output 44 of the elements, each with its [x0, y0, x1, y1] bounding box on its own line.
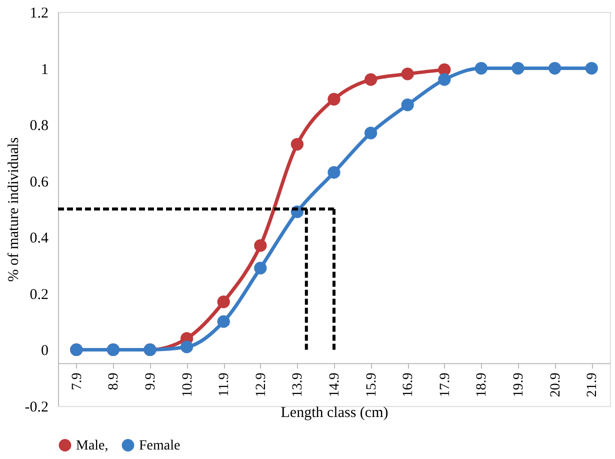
point [438, 73, 451, 86]
point [290, 138, 304, 151]
x-tick-label: 17.9 [438, 372, 453, 398]
x-tick-label: 9.9 [144, 372, 158, 390]
point [254, 239, 267, 252]
y-tick-label: 0.8 [30, 118, 48, 134]
x-tick-label: 19.9 [512, 372, 526, 398]
x-tick-label: 10.9 [180, 372, 196, 398]
legend-label: Female [139, 438, 180, 454]
point [328, 92, 340, 106]
y-tick-label: 1.2 [30, 6, 48, 22]
x-tick-label: 21.9 [585, 372, 600, 398]
point [254, 262, 267, 274]
y-tick-label: -0.2 [24, 400, 48, 416]
x-tick-label: 13.9 [290, 372, 306, 398]
y-tick-label: 0.6 [30, 174, 49, 190]
point [474, 62, 488, 75]
y-tick-label: 0 [41, 343, 48, 360]
point [364, 73, 378, 86]
legend-label: Male, [76, 438, 108, 454]
point [401, 98, 414, 112]
point [512, 62, 524, 75]
y-tick-label: 0.4 [30, 230, 49, 247]
x-tick-label: 20.9 [548, 372, 564, 398]
point [328, 166, 340, 179]
x-tick-label: 14.9 [328, 372, 342, 398]
point [180, 340, 194, 354]
x-tick-label: 16.9 [401, 372, 416, 398]
point [585, 62, 598, 75]
x-tick-label: 15.9 [364, 372, 380, 398]
point [401, 68, 414, 80]
y-tick-label: 1 [41, 62, 48, 78]
point [364, 126, 378, 140]
x-tick-label: 8.9 [106, 372, 122, 390]
x-tick-label: 12.9 [254, 372, 269, 398]
x-axis-title: Length class (cm) [280, 405, 388, 422]
x-tick-label: 7.9 [70, 372, 85, 390]
point [217, 315, 230, 328]
point [548, 62, 562, 75]
x-tick-label: 11.9 [217, 372, 232, 397]
y-tick-label: 0.2 [30, 286, 48, 303]
x-tick-label: 18.9 [474, 372, 490, 398]
point [217, 296, 230, 308]
y-axis-title: % of mature individuals [6, 137, 22, 282]
